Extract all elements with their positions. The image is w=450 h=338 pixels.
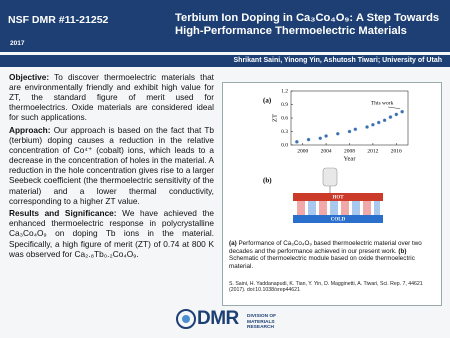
bulb (322, 167, 338, 187)
data-point (335, 131, 340, 136)
authors: Shrikant Saini, Yinong Yin, Ashutosh Tiw… (233, 57, 442, 64)
x-tick-label: 2012 (367, 148, 378, 154)
y-tick-label: 0.9 (281, 102, 288, 108)
program-number: NSF DMR #11-21252 (8, 14, 109, 26)
figure-graphics: HOT COLD (b) 0.0 0.3 0.6 0.9 1.2 2000 2004 2008… (263, 88, 409, 223)
text: We have achieved the enhanced thermoelec… (9, 208, 214, 259)
data-point (353, 127, 358, 132)
paragraph: Results and Significance: We have achiev… (9, 208, 214, 258)
y-tick-label: 0.6 (281, 115, 288, 121)
text: To discover thermoelectric materials tha… (9, 72, 214, 123)
y-tick-label: 0.3 (281, 129, 288, 135)
heading: Objective: (9, 72, 50, 82)
heading: Approach: (9, 124, 51, 135)
cold-plate (293, 215, 383, 223)
cold-label: COLD (331, 218, 346, 223)
body-text: Objective: To discover thermoelectric ma… (9, 72, 214, 261)
y-tick-label: 0.0 (281, 142, 288, 148)
author-bar: Shrikant Saini, Yinong Yin, Ashutosh Tiw… (0, 55, 450, 67)
title: Terbium Ion Doping in Ca₃Co₄O₉: A Step T… (175, 12, 440, 37)
year: 2017 (10, 40, 25, 47)
caption-text: Schematic of thermoelectric module based… (229, 255, 415, 270)
header: NSF DMR #11-21252 2017 Terbium Ion Dopin… (0, 0, 450, 52)
x-tick-label: 2008 (344, 148, 355, 154)
hot-plate (293, 193, 383, 201)
y-axis-label: ZT (271, 114, 278, 122)
annotation-arrow (388, 106, 401, 109)
text: Our approach is based on the fact that T… (9, 124, 214, 206)
data-point (365, 125, 369, 129)
paragraph: Approach: Our approach is based on the f… (9, 125, 214, 206)
x-tick-label: 2004 (321, 148, 332, 154)
caption: (a) Performance of Ca₃Co₄O₉ based thermo… (229, 240, 435, 270)
y-tick-label: 1.2 (281, 88, 288, 94)
data-point (394, 112, 399, 117)
hot-label: HOT (332, 196, 344, 201)
caption-label: (a) (229, 240, 237, 247)
x-tick-label: 2016 (391, 148, 402, 154)
tagline-line: MATERIALS RESEARCH (247, 319, 275, 331)
data-point (318, 136, 323, 141)
panel-label: (b) (263, 177, 272, 185)
reference: S. Saini, H. Yaddanapudi, K. Tian, Y. Yi… (229, 281, 423, 294)
panel-label: (a) (263, 97, 272, 105)
data-point (382, 118, 387, 123)
paragraph: Objective: To discover thermoelectric ma… (9, 72, 214, 122)
annotation: This work (371, 100, 394, 106)
legs (297, 201, 380, 215)
logo-mark (176, 309, 196, 329)
figure: HOT COLD (b) 0.0 0.3 0.6 0.9 1.2 2000 2004 2008… (222, 82, 442, 306)
data-point (294, 139, 299, 144)
data-point (370, 122, 375, 127)
x-tick-label: 2000 (297, 148, 308, 154)
data-point (306, 137, 311, 142)
footer-logo: DMR DIVISION OF MATERIALS RESEARCH (175, 306, 285, 334)
tagline-line: DIVISION OF (247, 314, 277, 319)
data-point (388, 115, 393, 120)
data-point (324, 134, 329, 138)
data-point (376, 120, 381, 125)
caption-text: Performance of Ca₃Co₄O₉ based thermoelec… (229, 240, 422, 255)
caption-label: (b) (398, 247, 407, 255)
tagline: DIVISION OF MATERIALS RESEARCH (247, 314, 285, 331)
logo-text: DMR (197, 308, 239, 329)
x-axis-label: Year (344, 155, 357, 162)
data-point (400, 109, 405, 114)
heading: Results and Significance: (9, 208, 117, 219)
data-point (347, 129, 352, 134)
